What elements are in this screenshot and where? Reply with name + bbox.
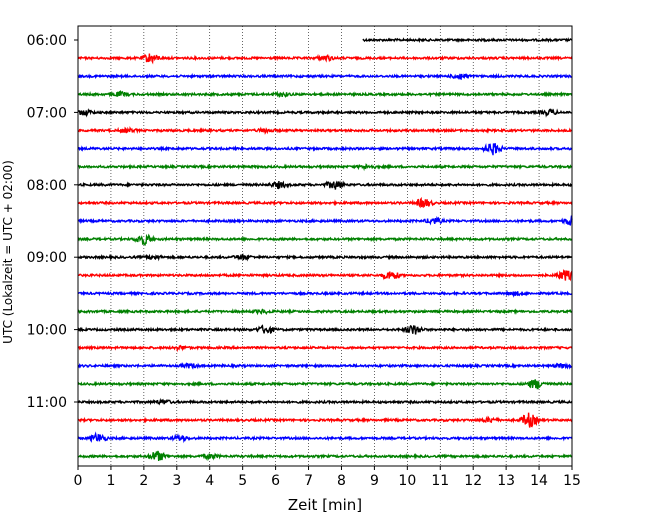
seismic-trace-1100 [77,412,573,428]
seismic-trace-0700 [77,125,573,135]
vertical-gridlines [110,26,540,466]
x-tick-label: 0 [74,473,83,489]
y-tick-label: 11:00 [27,395,67,411]
seismic-trace-0930 [77,308,573,316]
y-tick-label: 06:00 [27,33,67,49]
x-tick-label: 11 [431,473,449,489]
y-tick-label: 10:00 [27,323,67,339]
seismic-trace-0615 [77,72,573,81]
seismic-trace-0630 [77,90,573,98]
seismic-trace-0915 [77,290,573,298]
seismic-trace-0815 [77,215,573,226]
y-tick-label: 07:00 [27,105,67,121]
y-axis-label: UTC (Lokalzeit = UTC + 02:00) [1,160,15,344]
x-tick-label: 1 [106,473,115,489]
y-tick-label: 09:00 [27,250,67,266]
plot-area [78,26,572,466]
x-axis-label: Zeit [min] [288,496,362,514]
seismic-trace-0830 [77,233,573,247]
x-tick-label: 12 [464,473,482,489]
seismic-trace-0900 [77,269,573,282]
seismic-trace-1045 [77,397,573,406]
x-tick-label: 9 [370,473,379,489]
seismic-trace-0545 [362,37,573,44]
seismic-trace-1115 [77,431,573,444]
seismic-trace-0845 [77,253,573,262]
seismic-trace-0800 [77,196,573,209]
x-axis-ticks: 0 1 2 3 4 5 6 7 8 9 10 11 12 13 14 15 [74,466,581,489]
seismic-trace-0730 [77,163,573,172]
seismic-trace-0645 [77,108,573,118]
seismic-trace-1030 [77,379,573,390]
y-tick-label: 08:00 [27,178,67,194]
seismic-trace-0715 [77,142,573,156]
seismic-trace-0945 [77,324,573,335]
y-axis-ticks: 06:00 07:00 08:00 09:00 10:00 11:00 [27,33,78,411]
seismic-trace-0600 [77,53,573,65]
seismic-trace-1000 [77,344,573,353]
x-tick-label: 13 [497,473,515,489]
x-tick-label: 8 [337,473,346,489]
seismic-traces [77,37,573,462]
x-tick-label: 10 [398,473,416,489]
x-tick-label: 6 [271,473,280,489]
x-tick-label: 2 [139,473,148,489]
seismic-trace-1130 [77,450,573,462]
x-tick-label: 4 [205,473,214,489]
x-tick-label: 5 [238,473,247,489]
x-tick-label: 14 [530,473,548,489]
seismic-trace-1015 [77,362,573,370]
seismic-trace-0745 [77,180,573,190]
plot-frame [77,25,573,467]
x-tick-label: 7 [304,473,313,489]
x-tick-label: 3 [172,473,181,489]
x-tick-label: 15 [563,473,581,489]
